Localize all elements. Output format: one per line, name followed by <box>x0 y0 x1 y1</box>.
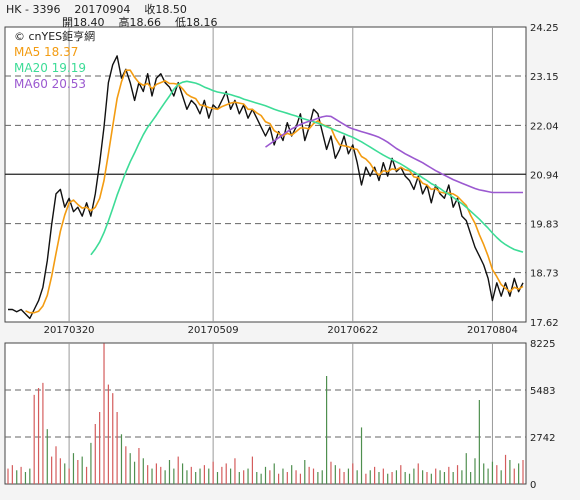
volume-tick-label: 2742 <box>530 433 555 444</box>
legend-source: © cnYES鉅亨網 <box>14 30 96 43</box>
series-line-ma60 <box>265 115 523 194</box>
x-tick-label: 20170320 <box>44 325 95 336</box>
x-tick-label: 20170622 <box>327 325 378 336</box>
legend-ma60: MA60 20.53 <box>14 77 86 91</box>
volume-panel <box>4 342 527 485</box>
series-line-close <box>8 55 524 320</box>
header-line-1: HK - 3396 20170904 收18.50 <box>6 3 187 16</box>
legend-ma5: MA5 18.37 <box>14 45 79 59</box>
y-tick-label: 23.15 <box>530 72 559 83</box>
series-line-ma5 <box>25 69 524 314</box>
y-tick-label: 18.73 <box>530 269 559 280</box>
y-tick-label: 17.62 <box>530 318 559 329</box>
y-tick-label: 20.94 <box>530 170 559 181</box>
x-tick-label: 20170509 <box>188 325 239 336</box>
volume-tick-label: 8225 <box>530 339 555 350</box>
header-line-2: 開18.40 高18.66 低18.16 <box>62 16 218 29</box>
series-line-ma20 <box>90 80 524 256</box>
volume-tick-label: 5483 <box>530 386 555 397</box>
legend-ma20: MA20 19.19 <box>14 61 86 75</box>
y-tick-label: 19.83 <box>530 220 559 231</box>
volume-tick-label: 0 <box>530 480 536 491</box>
y-tick-label: 22.04 <box>530 121 559 132</box>
y-tick-label: 24.25 <box>530 23 559 34</box>
x-tick-label: 20170804 <box>467 325 518 336</box>
